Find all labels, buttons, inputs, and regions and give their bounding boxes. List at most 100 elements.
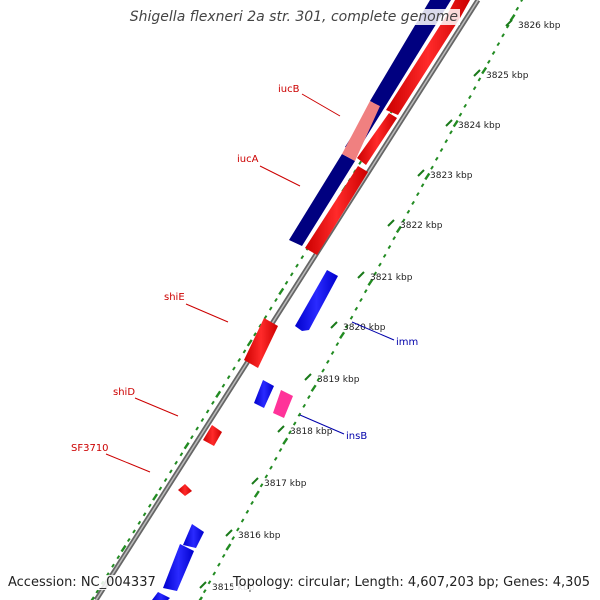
ring-dot [300,255,305,260]
gene-blue-bottom [152,592,170,600]
ring-dot [221,553,226,558]
ring-dot [245,509,250,514]
tick-label: 3818 kbp [290,427,333,437]
ring-dot [307,395,311,400]
ring-dot [274,297,278,303]
ring-dot [253,490,260,498]
tick-label: 3822 kbp [400,221,443,231]
inner-dotted-ring [198,0,524,600]
ring-dot [401,218,406,223]
tick-label: 3817 kbp [264,479,307,489]
ring-dot [463,103,468,108]
ring-dot [363,289,368,294]
ring-dot [120,544,127,553]
ring-dot [349,315,354,320]
ring-dot [152,493,159,501]
gene-label-insb: insB [346,431,367,442]
ring-dot [449,130,453,135]
ring-dot [284,280,289,285]
ring-dot [382,253,387,258]
gene-blue-lower-b [163,544,194,591]
ring-dot [395,225,402,234]
ring-dot [292,421,297,426]
ring-dot [259,483,264,488]
gene-shiE [244,318,278,368]
ring-dot [491,50,496,55]
ring-dot [200,417,205,423]
ring-dot [217,562,221,567]
ring-dot [215,390,222,398]
ring-dot [269,465,273,470]
genome-backbone-highlight [95,0,479,600]
ring-dot [95,589,100,594]
ring-dot [158,486,163,491]
ring-dot [116,555,121,560]
ring-dot [132,529,136,534]
ring-dot [231,536,235,541]
gene-blue-small [254,380,274,408]
leader-line [134,397,179,417]
gene-shiD [203,425,222,446]
ring-dot [142,512,147,517]
ring-dot [406,209,411,214]
ring-dot [169,469,173,474]
ring-dot [288,430,292,435]
ring-dot [212,571,217,576]
ring-dot [367,278,374,287]
ring-dot [411,200,415,205]
genome-title-text: Shigella flexneri 2a str. 301, complete … [127,9,460,25]
ring-dot [330,350,335,355]
ring-dot [174,460,178,465]
tick-mark [387,219,395,227]
ring-dot [225,543,232,551]
navy-feature-lower [289,154,355,246]
ring-dot [273,456,278,461]
ring-dot [264,474,269,479]
ring-dot [240,518,245,523]
ring-dot [263,315,268,320]
genome-title: Shigella flexneri 2a str. 301, complete … [0,9,600,25]
tick-label: 3816 kbp [238,531,281,541]
navy-feature-mid [370,0,442,106]
tick-label: 3824 kbp [458,121,501,131]
tick-label: 3823 kbp [430,171,473,181]
ring-dot [126,537,131,543]
tick-mark [417,169,425,177]
summary-text: Topology: circular; Length: 4,607,203 bp… [232,575,590,590]
tick-mark [251,477,259,485]
gene-blue-lower-a [183,524,204,548]
tick-mark [225,529,233,537]
ring-dot [420,183,425,188]
ring-dot [278,287,285,296]
ring-dot [205,409,210,414]
ring-dot [339,331,346,339]
leader-line [259,165,301,187]
ring-dot [179,452,184,457]
gene-SF3710 [178,484,192,496]
ring-dot [321,368,325,373]
ring-dot [487,59,491,64]
gene-label-sf3710: SF3710 [71,443,109,454]
tick-label: 3826 kbp [518,21,561,31]
ring-dot [505,24,510,29]
tick-label: 3821 kbp [370,273,413,283]
leader-line [351,321,395,341]
ring-dot [202,589,207,594]
ring-dot [501,33,505,38]
tick-mark [304,373,312,381]
ring-dot [477,77,482,82]
tick-mark [277,425,285,433]
gene-label-shie: shiE [164,292,185,303]
ring-dot [90,596,95,600]
tick-label: 3819 kbp [317,375,360,385]
gene-label-iuca: iucA [237,154,259,165]
gene-iucA-arrow [357,113,397,165]
ring-dot [147,503,152,508]
gene-label-iucb: iucB [278,84,300,95]
ring-dot [237,357,242,363]
ring-dot [207,580,212,585]
ring-dot [295,263,299,268]
ring-dot [373,271,378,276]
leader-line [301,93,341,117]
